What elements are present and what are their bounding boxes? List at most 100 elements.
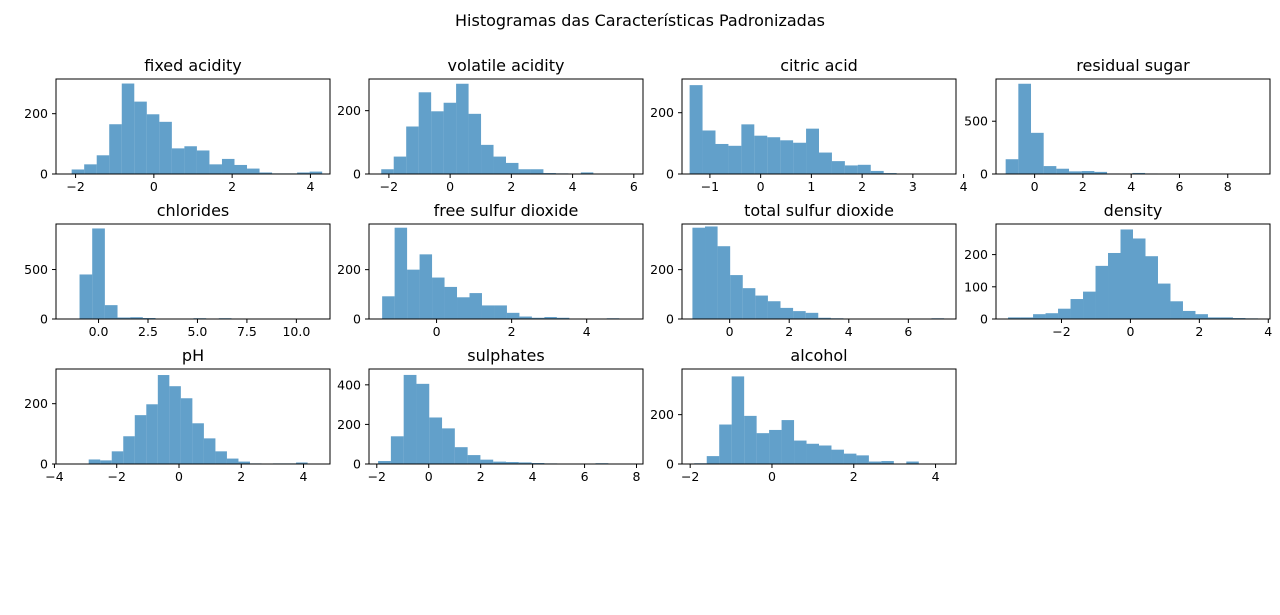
y-tick-label: 0 — [40, 457, 48, 472]
x-tick-label: 8 — [1224, 179, 1232, 194]
axes-frame — [681, 78, 957, 175]
x-tick-label: 1 — [807, 179, 815, 194]
y-tick-label: 0 — [666, 312, 674, 327]
histogram-bar — [831, 449, 844, 464]
x-tick-label: 6 — [1175, 179, 1183, 194]
histogram-bar — [1195, 314, 1208, 319]
x-tick-label: 3 — [909, 179, 917, 194]
histogram-bar — [805, 312, 819, 319]
x-tick-label: 4 — [845, 324, 853, 339]
x-tick-label: −2 — [368, 469, 386, 484]
subplot-fixed-acidity: fixed acidity −2 0 2 4 0 200 — [24, 56, 331, 194]
histogram-bar — [1120, 229, 1133, 319]
histogram-bar — [1081, 171, 1095, 174]
y-tick-label: 200 — [650, 407, 674, 422]
histogram-bar — [1056, 168, 1070, 174]
histogram-bar — [531, 317, 545, 319]
histogram-bar — [756, 433, 770, 464]
histogram-bar — [1020, 317, 1034, 319]
histogram-bar — [794, 440, 807, 464]
histogram-bar — [418, 92, 432, 174]
y-tick-label: 200 — [964, 247, 988, 262]
histogram-bar — [856, 455, 869, 464]
axes-frame — [681, 223, 957, 320]
histogram-bar — [870, 170, 884, 174]
x-tick-label: 10.0 — [282, 324, 310, 339]
histogram-bar — [493, 156, 506, 174]
axes-frame — [368, 78, 644, 175]
subplot-title: residual sugar — [1076, 56, 1190, 75]
x-tick-label: 6 — [630, 179, 638, 194]
x-tick-label: −1 — [701, 179, 719, 194]
x-tick-label: 2 — [508, 324, 516, 339]
x-tick-label: 2 — [237, 469, 245, 484]
histogram-bar — [1045, 313, 1059, 319]
histogram-bar — [493, 461, 506, 464]
x-tick-label: −2 — [380, 179, 398, 194]
subplot-chlorides: chlorides 0.0 2.5 5.0 7.5 10.0 0 500 — [24, 201, 331, 339]
axes-frame — [681, 368, 957, 465]
histogram-bar — [843, 453, 857, 464]
y-tick-label: 200 — [650, 262, 674, 277]
x-tick-label: 2 — [1195, 324, 1203, 339]
histogram-bar — [818, 317, 831, 319]
histogram-bar — [247, 168, 260, 174]
x-tick-label: 4 — [300, 469, 308, 484]
x-tick-label: 4 — [1264, 324, 1272, 339]
x-tick-label: 4 — [306, 179, 314, 194]
histogram-bar — [857, 164, 871, 174]
subplot-free-sulfur-dioxide: free sulfur dioxide 0 2 4 0 200 — [337, 201, 644, 339]
histogram-bar — [692, 227, 706, 319]
histogram-bar — [1043, 166, 1057, 174]
x-tick-label: −2 — [681, 469, 699, 484]
x-tick-label: 0 — [726, 324, 734, 339]
histogram-bar — [393, 156, 407, 174]
histogram-bar — [580, 172, 594, 174]
histogram-bar — [157, 375, 170, 464]
x-tick-label: 2.5 — [138, 324, 158, 339]
histogram-bar — [146, 114, 160, 174]
x-tick-label: 2 — [228, 179, 236, 194]
histogram-bar — [780, 140, 794, 174]
axes-frame — [368, 223, 644, 320]
histogram-bar — [79, 274, 93, 319]
histogram-bar — [793, 311, 806, 319]
histogram-bar — [1157, 283, 1171, 319]
x-tick-label: 0 — [1126, 324, 1134, 339]
subplot-density: density −2 0 2 4 0 100 200 — [964, 201, 1272, 339]
histogram-bar — [454, 447, 468, 464]
histogram-bar — [159, 121, 172, 174]
histogram-bar — [719, 424, 732, 464]
histogram-bar — [467, 455, 481, 464]
x-tick-label: 2 — [858, 179, 866, 194]
histogram-bar — [767, 301, 781, 319]
histogram-bar — [819, 152, 832, 174]
histogram-bar — [506, 312, 520, 319]
histogram-bar — [806, 128, 819, 174]
histogram-bar — [381, 169, 394, 174]
histogram-bar — [731, 376, 745, 464]
x-tick-label: 0 — [1031, 179, 1039, 194]
x-tick-label: −4 — [45, 469, 63, 484]
x-tick-label: 6 — [581, 469, 589, 484]
x-tick-label: 4 — [932, 469, 940, 484]
histogram-bar — [481, 305, 495, 319]
subplot-title: sulphates — [467, 346, 544, 365]
histogram-bar — [1008, 317, 1021, 319]
histogram-bar — [416, 383, 430, 464]
x-tick-label: 0 — [433, 324, 441, 339]
axes-frame — [55, 368, 331, 465]
histogram-bar — [456, 83, 469, 174]
histogram-bar — [309, 171, 323, 174]
y-tick-label: 0 — [40, 167, 48, 182]
histogram-bar — [407, 269, 420, 319]
subplot-title: pH — [182, 346, 204, 365]
subplot-title: alcohol — [790, 346, 847, 365]
histogram-bar — [806, 443, 819, 464]
y-tick-label: 0 — [353, 312, 361, 327]
histogram-bar — [221, 158, 235, 174]
histogram-bar — [480, 459, 494, 464]
subplot-title: fixed acidity — [144, 56, 242, 75]
histogram-bar — [702, 130, 716, 174]
